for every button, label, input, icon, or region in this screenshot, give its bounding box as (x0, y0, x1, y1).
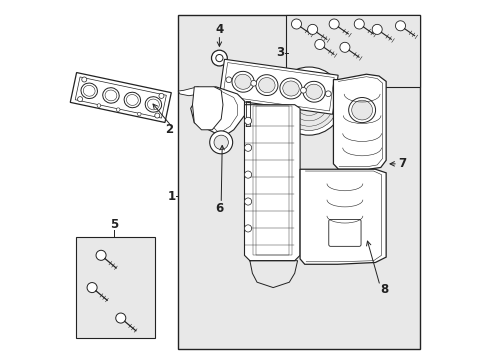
Ellipse shape (145, 97, 162, 112)
Ellipse shape (231, 71, 254, 92)
Ellipse shape (126, 95, 138, 105)
Circle shape (395, 21, 405, 31)
Ellipse shape (279, 78, 302, 99)
FancyBboxPatch shape (76, 237, 155, 338)
Ellipse shape (234, 74, 251, 89)
Ellipse shape (282, 81, 299, 96)
Polygon shape (178, 87, 203, 96)
Ellipse shape (81, 83, 97, 99)
Circle shape (250, 80, 256, 86)
Circle shape (371, 24, 382, 35)
Circle shape (211, 50, 227, 66)
Circle shape (159, 93, 163, 98)
Text: 3: 3 (275, 46, 284, 59)
Ellipse shape (105, 90, 117, 101)
Text: 1: 1 (167, 190, 175, 203)
Circle shape (209, 131, 232, 154)
Circle shape (215, 54, 223, 62)
FancyBboxPatch shape (285, 15, 419, 87)
FancyBboxPatch shape (70, 73, 171, 122)
Text: 4: 4 (215, 23, 223, 36)
Circle shape (339, 42, 349, 52)
FancyBboxPatch shape (75, 77, 166, 118)
Circle shape (279, 72, 338, 131)
Text: 8: 8 (379, 283, 387, 296)
FancyBboxPatch shape (219, 59, 337, 114)
Circle shape (328, 19, 339, 29)
Circle shape (314, 40, 324, 49)
Circle shape (325, 91, 330, 96)
Ellipse shape (147, 99, 159, 110)
Circle shape (300, 87, 305, 93)
Circle shape (96, 250, 106, 260)
Ellipse shape (348, 98, 375, 123)
Polygon shape (190, 87, 244, 137)
FancyBboxPatch shape (223, 63, 333, 111)
Circle shape (244, 171, 251, 178)
Circle shape (116, 108, 120, 111)
Circle shape (97, 104, 101, 107)
Circle shape (244, 198, 251, 205)
Ellipse shape (124, 92, 140, 108)
Circle shape (87, 283, 97, 293)
Circle shape (154, 113, 160, 118)
Circle shape (244, 117, 251, 125)
Circle shape (78, 96, 82, 102)
FancyBboxPatch shape (178, 15, 419, 348)
Text: 2: 2 (164, 123, 172, 136)
Ellipse shape (258, 77, 275, 93)
Text: 6: 6 (215, 202, 223, 215)
Circle shape (291, 19, 301, 29)
Circle shape (274, 67, 343, 135)
Ellipse shape (83, 85, 95, 96)
Polygon shape (333, 74, 386, 169)
Ellipse shape (102, 88, 119, 103)
Circle shape (244, 225, 251, 232)
Ellipse shape (305, 84, 322, 99)
Circle shape (137, 112, 141, 116)
Ellipse shape (303, 81, 325, 102)
Text: 7: 7 (398, 157, 406, 170)
Circle shape (81, 77, 86, 82)
Circle shape (116, 313, 125, 323)
Text: 5: 5 (110, 218, 118, 231)
Circle shape (214, 135, 228, 149)
Polygon shape (300, 169, 386, 264)
FancyBboxPatch shape (328, 220, 360, 246)
Polygon shape (244, 105, 300, 261)
Circle shape (244, 144, 251, 151)
Circle shape (353, 19, 364, 29)
Circle shape (307, 24, 317, 35)
Polygon shape (192, 87, 223, 130)
Ellipse shape (351, 100, 372, 120)
Ellipse shape (255, 75, 277, 95)
Circle shape (225, 77, 231, 83)
